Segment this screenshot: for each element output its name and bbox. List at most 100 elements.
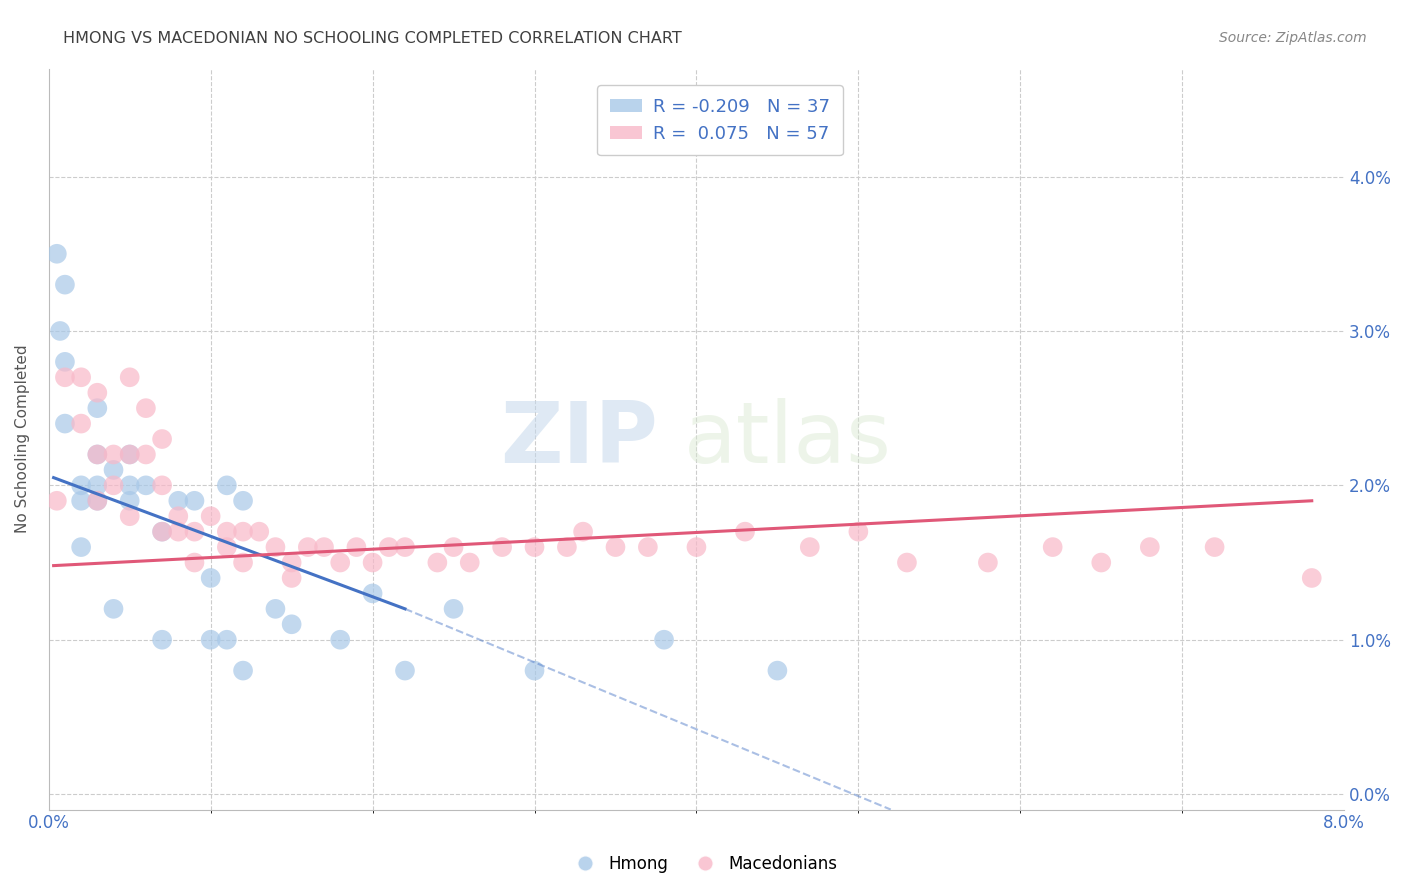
Point [1301,571,1323,585]
Point [264,540,287,554]
Point [977,556,1000,570]
Point [150,632,173,647]
Point [361,586,384,600]
Point [200,632,222,647]
Point [150,478,173,492]
Point [53,417,76,431]
Point [605,540,627,554]
Point [297,540,319,554]
Point [53,370,76,384]
Point [652,632,675,647]
Point [183,493,205,508]
Point [766,664,789,678]
Point [361,556,384,570]
Point [394,664,416,678]
Point [150,432,173,446]
Point [637,540,659,554]
Point [443,540,465,554]
Point [53,277,76,292]
Point [103,478,125,492]
Point [344,540,367,554]
Text: ZIP: ZIP [499,398,658,481]
Y-axis label: No Schooling Completed: No Schooling Completed [15,344,30,533]
Point [86,493,108,508]
Point [70,493,93,508]
Point [118,509,141,524]
Legend: R = -0.209   N = 37, R =  0.075   N = 57: R = -0.209 N = 37, R = 0.075 N = 57 [598,85,842,155]
Point [426,556,449,570]
Point [70,417,93,431]
Point [70,478,93,492]
Point [572,524,595,539]
Point [264,602,287,616]
Point [1090,556,1112,570]
Point [86,447,108,461]
Point [848,524,870,539]
Point [135,401,157,416]
Point [167,509,190,524]
Point [232,664,254,678]
Point [443,602,465,616]
Point [685,540,707,554]
Point [45,493,67,508]
Point [1042,540,1064,554]
Point [53,355,76,369]
Point [183,524,205,539]
Point [103,602,125,616]
Point [167,493,190,508]
Point [183,556,205,570]
Point [118,447,141,461]
Point [118,370,141,384]
Point [200,571,222,585]
Point [118,493,141,508]
Point [150,524,173,539]
Text: Source: ZipAtlas.com: Source: ZipAtlas.com [1219,31,1367,45]
Point [378,540,401,554]
Point [150,524,173,539]
Point [523,664,546,678]
Point [280,556,302,570]
Point [523,540,546,554]
Point [45,247,67,261]
Point [135,478,157,492]
Point [167,524,190,539]
Point [118,478,141,492]
Point [49,324,72,338]
Point [232,524,254,539]
Point [86,447,108,461]
Point [280,617,302,632]
Point [103,463,125,477]
Point [394,540,416,554]
Point [491,540,513,554]
Point [215,478,238,492]
Point [86,401,108,416]
Point [135,447,157,461]
Point [1139,540,1161,554]
Point [200,509,222,524]
Point [329,632,352,647]
Point [232,556,254,570]
Point [118,447,141,461]
Point [215,524,238,539]
Point [247,524,270,539]
Point [86,385,108,400]
Point [70,370,93,384]
Text: atlas: atlas [683,398,891,481]
Legend: Hmong, Macedonians: Hmong, Macedonians [562,848,844,880]
Point [329,556,352,570]
Point [103,447,125,461]
Point [312,540,335,554]
Point [734,524,756,539]
Point [86,493,108,508]
Point [280,571,302,585]
Point [70,540,93,554]
Text: HMONG VS MACEDONIAN NO SCHOOLING COMPLETED CORRELATION CHART: HMONG VS MACEDONIAN NO SCHOOLING COMPLET… [63,31,682,46]
Point [232,493,254,508]
Point [799,540,821,554]
Point [555,540,578,554]
Point [896,556,918,570]
Point [458,556,481,570]
Point [1204,540,1226,554]
Point [86,478,108,492]
Point [215,540,238,554]
